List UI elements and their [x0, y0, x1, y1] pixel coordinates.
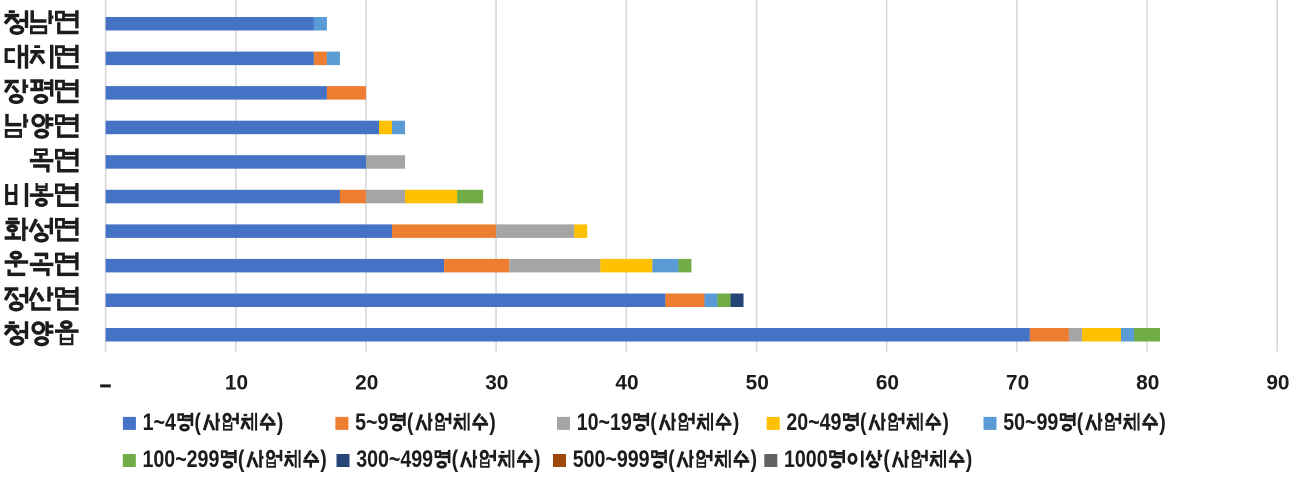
svg-text:(: (: [238, 445, 245, 472]
svg-text:): ): [942, 408, 949, 435]
svg-text:): ): [277, 408, 284, 435]
svg-text:90: 90: [1266, 372, 1289, 395]
svg-text:20~49: 20~49: [786, 408, 841, 435]
svg-text:(: (: [1077, 408, 1084, 435]
svg-text:60: 60: [876, 372, 899, 395]
svg-text:500~999: 500~999: [573, 445, 650, 472]
svg-text:): ): [534, 445, 541, 472]
svg-text:): ): [489, 408, 496, 435]
svg-text:10~19: 10~19: [577, 408, 632, 435]
svg-text:100~299: 100~299: [143, 445, 220, 472]
svg-text:300~499: 300~499: [356, 445, 433, 472]
svg-text:(: (: [452, 445, 459, 472]
svg-text:(: (: [883, 445, 890, 472]
svg-text:50~99: 50~99: [1003, 408, 1058, 435]
svg-text:20: 20: [355, 372, 378, 395]
svg-text:1000: 1000: [784, 445, 828, 472]
svg-text:30: 30: [485, 372, 508, 395]
svg-text:): ): [966, 445, 973, 472]
svg-text:(: (: [194, 408, 201, 435]
svg-text:1~4: 1~4: [143, 408, 177, 435]
svg-text:): ): [1159, 408, 1166, 435]
svg-text:): ): [733, 408, 740, 435]
svg-text:): ): [751, 445, 758, 472]
svg-text:40: 40: [615, 372, 638, 395]
svg-text:10: 10: [225, 372, 248, 395]
svg-text:(: (: [668, 445, 675, 472]
svg-text:(: (: [860, 408, 867, 435]
svg-text:80: 80: [1136, 372, 1159, 395]
svg-text:5~9: 5~9: [355, 408, 388, 435]
svg-text:70: 70: [1006, 372, 1029, 395]
svg-text:(: (: [407, 408, 414, 435]
svg-text:(: (: [650, 408, 657, 435]
svg-text:50: 50: [746, 372, 769, 395]
svg-text:): ): [320, 445, 327, 472]
